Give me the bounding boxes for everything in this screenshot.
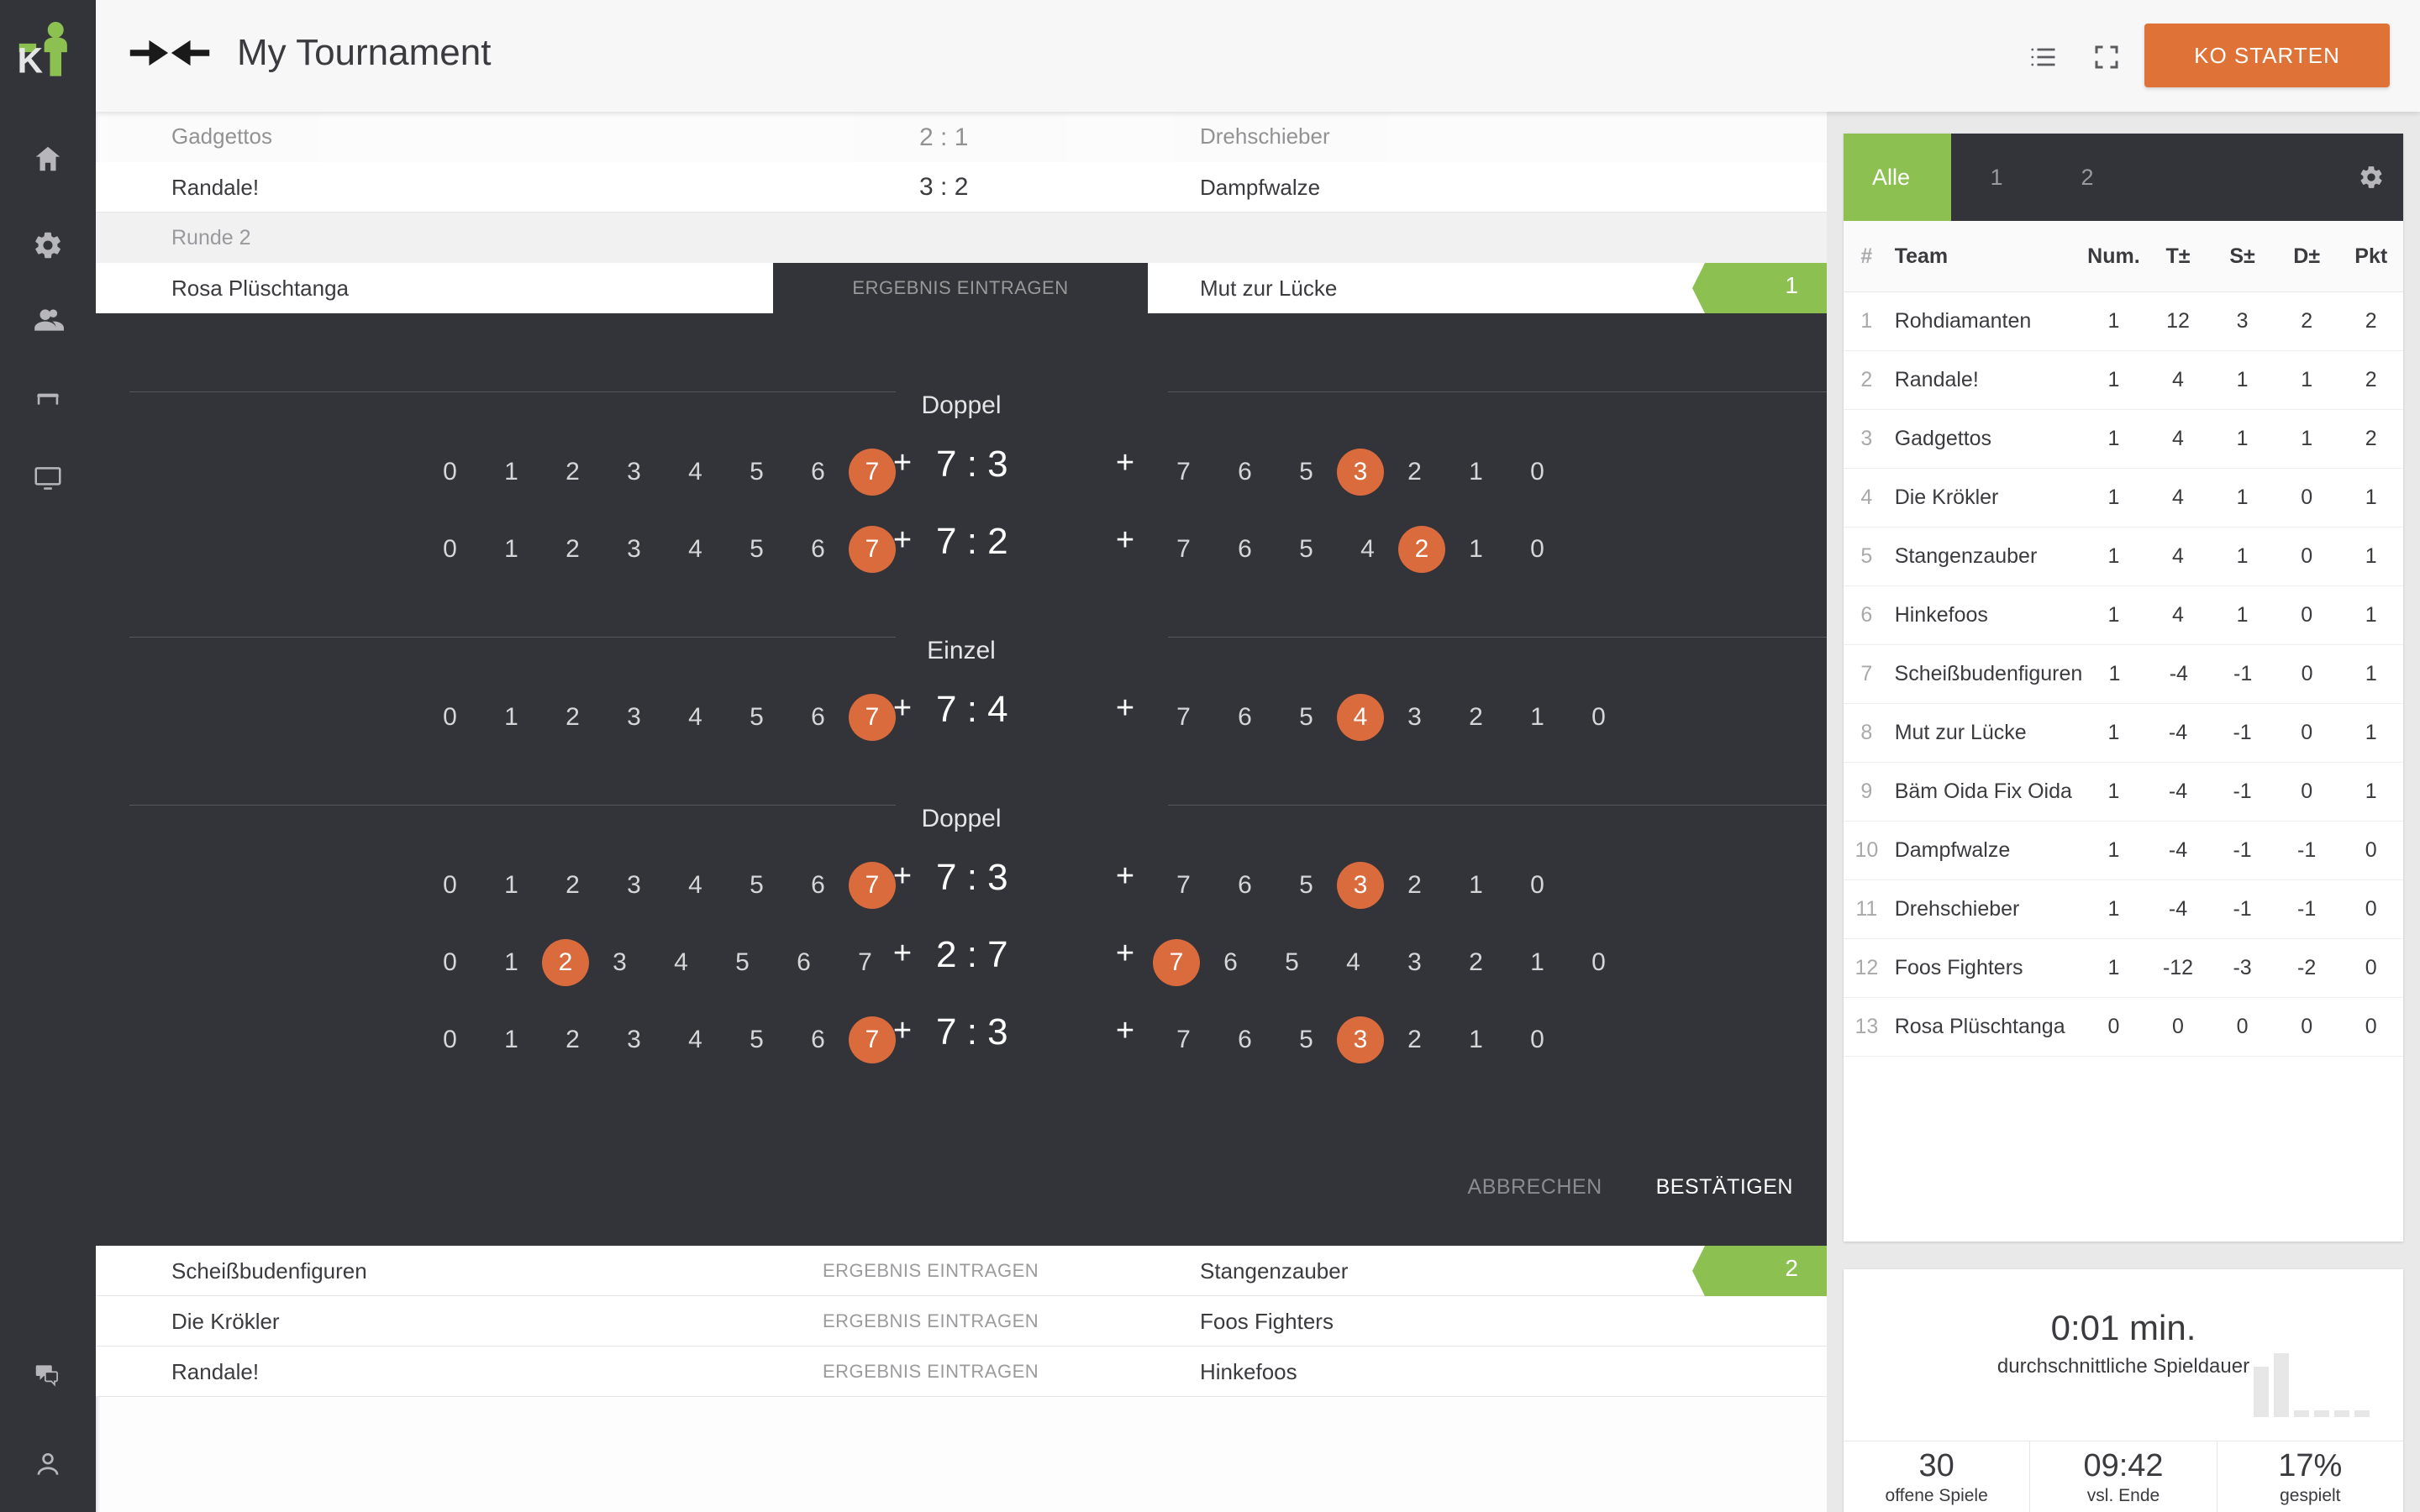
svg-text:K: K <box>18 41 44 77</box>
